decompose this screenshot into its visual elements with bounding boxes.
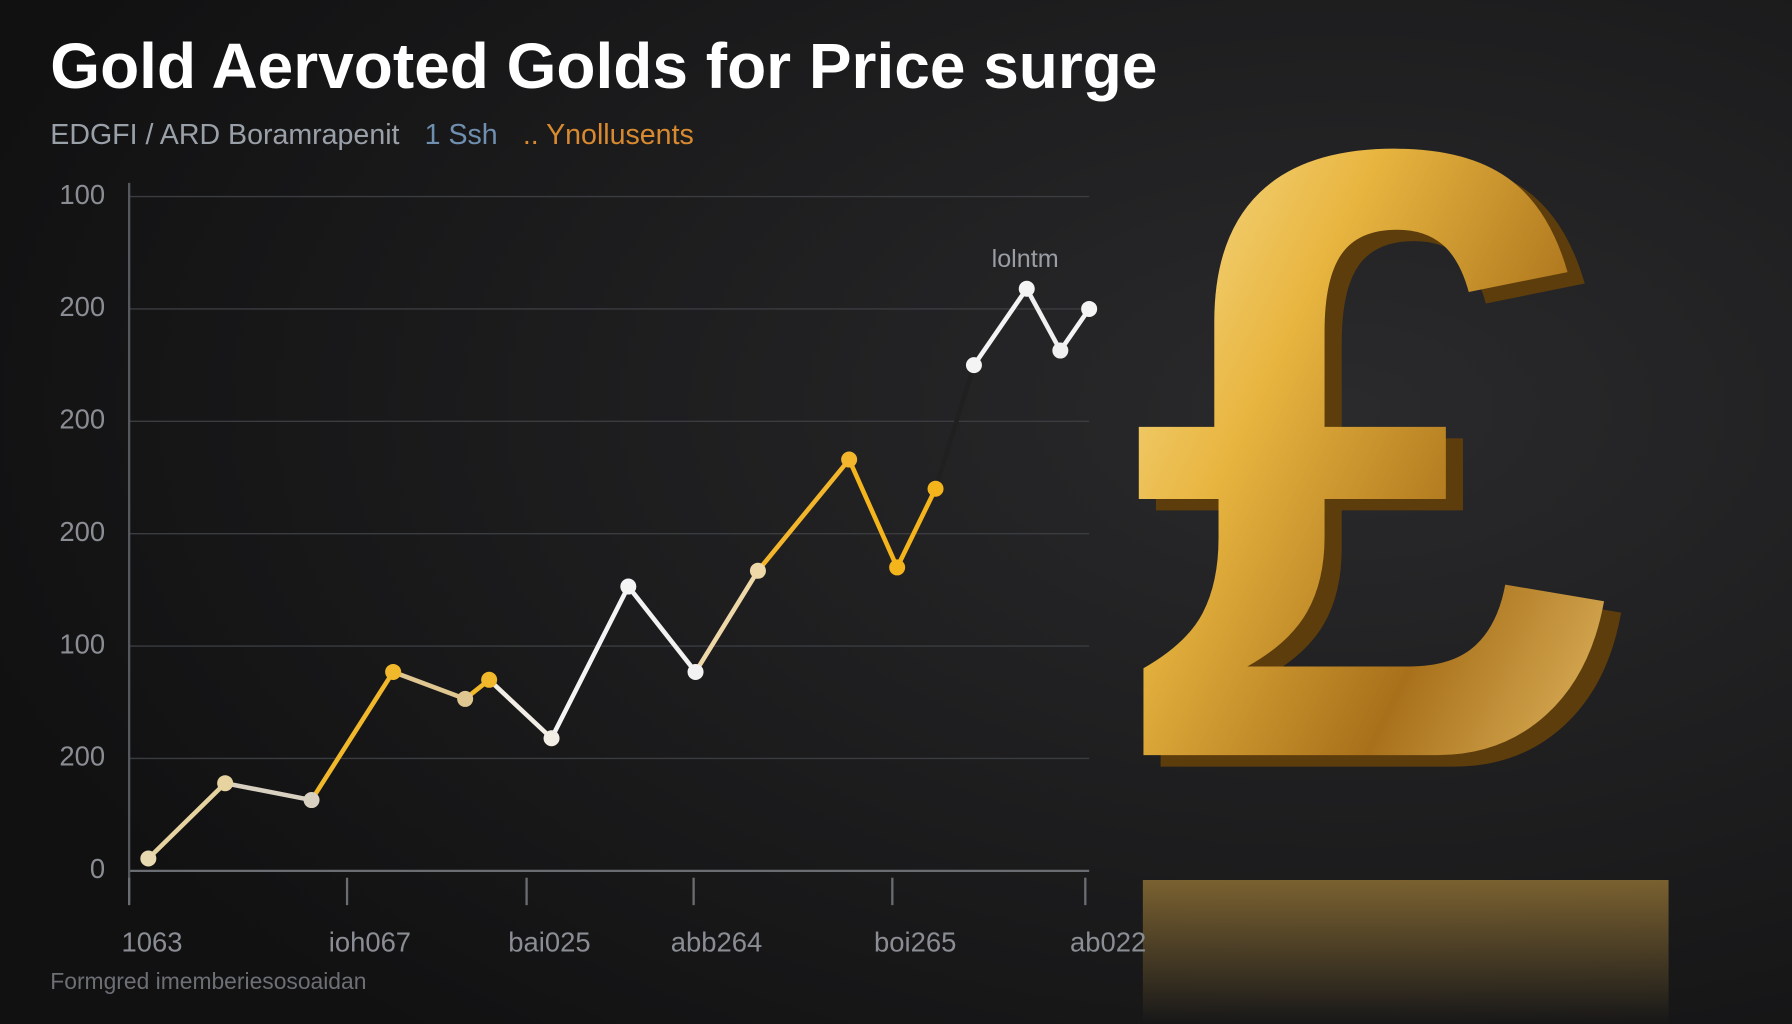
chart-subtitle: EDGFI / ARD Boramrapenit 1 Ssh .. Ynolluse… xyxy=(50,119,694,151)
data-point xyxy=(1052,342,1069,359)
x-tick-label: 1063 xyxy=(122,926,183,957)
pound-shadow: £ xyxy=(1147,0,1630,952)
y-tick-label: 200 xyxy=(59,291,105,322)
x-tick-label: abb264 xyxy=(671,926,762,957)
data-point xyxy=(457,690,474,707)
annotation: lolntm xyxy=(992,245,1059,273)
line-segment xyxy=(894,486,938,570)
y-tick-label: 200 xyxy=(59,516,105,547)
subtitle-part: 1 Ssh xyxy=(425,119,498,151)
data-point xyxy=(1081,300,1098,317)
footer: Formgred imemberiesosoaidan xyxy=(50,968,366,994)
y-tick-label: 0 xyxy=(90,853,105,884)
data-point xyxy=(481,671,498,688)
data-point xyxy=(749,562,766,579)
line-segment xyxy=(1024,286,1063,353)
y-tick-label: 200 xyxy=(59,404,105,435)
y-tick-label: 200 xyxy=(59,741,105,772)
y-tick-label: 100 xyxy=(59,628,105,659)
pound-reflection xyxy=(1142,880,1669,1024)
line-segment xyxy=(309,669,396,803)
x-tick-label: ab022 xyxy=(1070,926,1146,957)
data-point xyxy=(841,451,858,468)
data-point xyxy=(385,663,402,680)
line-segment xyxy=(222,780,314,803)
pound-symbol: £ £ xyxy=(1130,0,1669,1024)
x-tick-label: ioh067 xyxy=(329,926,411,957)
line-segment xyxy=(486,677,554,741)
data-point xyxy=(687,663,704,680)
subtitle-part: .. Ynollusents xyxy=(523,119,694,151)
chart-title: Gold Aervoted Golds for Price surge xyxy=(50,30,1157,102)
x-tick-label: bai025 xyxy=(508,926,590,957)
subtitle-part: EDGFI / ARD Boramrapenit xyxy=(50,119,399,151)
data-point xyxy=(217,775,234,792)
line-segment xyxy=(971,286,1030,368)
x-tick-label: boi265 xyxy=(874,926,956,957)
data-point xyxy=(889,559,906,576)
pound-face: £ xyxy=(1130,0,1613,940)
line-segment xyxy=(146,780,228,861)
line-segment xyxy=(1058,306,1092,353)
data-point xyxy=(927,480,944,497)
line-segment xyxy=(933,362,977,492)
data-point xyxy=(965,357,982,374)
line-segment xyxy=(755,457,852,574)
line-segment xyxy=(390,669,468,702)
data-point xyxy=(1018,280,1035,297)
line-segment xyxy=(626,584,698,675)
line-segment xyxy=(693,568,761,675)
data-point xyxy=(140,850,157,867)
line-segment xyxy=(846,457,900,570)
data-point xyxy=(543,730,560,747)
data-point xyxy=(303,792,320,809)
data-point xyxy=(620,578,637,595)
line-segment xyxy=(549,584,631,741)
y-tick-label: 100 xyxy=(59,179,105,210)
